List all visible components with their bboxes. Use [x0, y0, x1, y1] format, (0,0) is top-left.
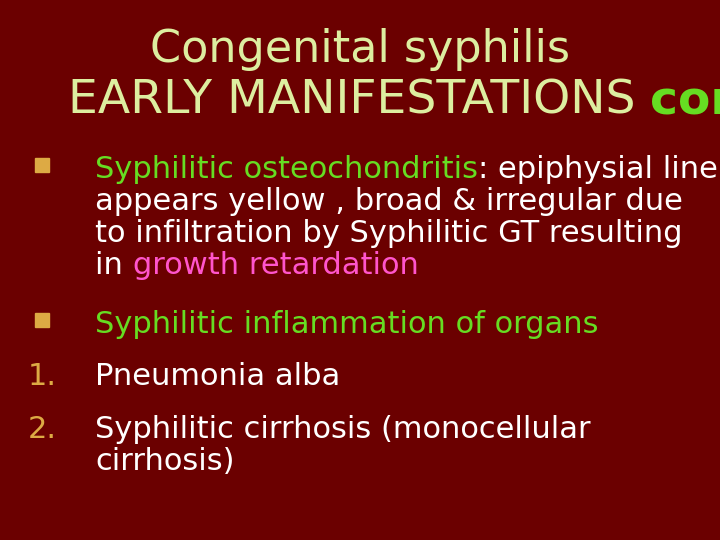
Text: appears yellow , broad & irregular due: appears yellow , broad & irregular due [95, 187, 683, 216]
Bar [35, 313, 49, 327]
Text: EARLY MANIFESTATIONS: EARLY MANIFESTATIONS [68, 78, 650, 123]
Text: to infiltration by Syphilitic GT resulting: to infiltration by Syphilitic GT resulti… [95, 219, 683, 248]
Text: cirrhosis): cirrhosis) [95, 447, 235, 476]
Text: Syphilitic inflammation of organs: Syphilitic inflammation of organs [95, 310, 598, 339]
Text: Syphilitic osteochondritis: Syphilitic osteochondritis [95, 155, 478, 184]
Bar [35, 158, 49, 172]
Text: in: in [95, 251, 132, 280]
Text: Syphilitic cirrhosis (monocellular: Syphilitic cirrhosis (monocellular [95, 415, 590, 444]
Text: Congenital syphilis: Congenital syphilis [150, 28, 570, 71]
Text: contin: contin [650, 78, 720, 123]
Text: Pneumonia alba: Pneumonia alba [95, 362, 341, 391]
Text: 1.: 1. [27, 362, 56, 391]
Text: : epiphysial line: : epiphysial line [478, 155, 718, 184]
Text: 2.: 2. [27, 415, 56, 444]
Text: growth retardation: growth retardation [132, 251, 418, 280]
